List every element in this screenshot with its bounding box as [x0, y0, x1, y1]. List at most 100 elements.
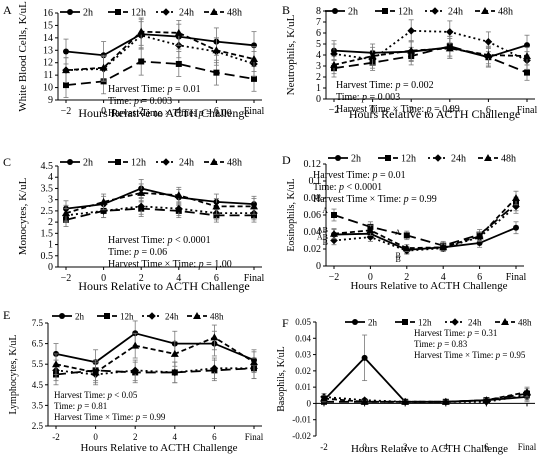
series-48h: [330, 38, 531, 75]
y-tick-label: 7: [316, 17, 321, 28]
series-48h: [62, 17, 258, 83]
data-point: [360, 397, 369, 405]
y-tick-label: 6: [316, 28, 321, 39]
x-axis-label: Hours Relative to ACTH Challenge: [350, 280, 507, 292]
legend-marker: [501, 318, 509, 325]
panel-letter: C: [3, 155, 11, 169]
series-line: [55, 332, 255, 364]
y-tick-label: 2.5: [32, 421, 44, 431]
legend-label: 2h: [348, 7, 358, 18]
data-point: [138, 58, 145, 65]
y-tick-label: 16: [43, 8, 53, 19]
y-tick-label: 0: [316, 94, 321, 105]
x-tick-label: 2: [133, 432, 138, 442]
data-point: [366, 233, 375, 241]
data-point: [99, 207, 108, 215]
data-point: [361, 354, 368, 361]
legend-label: 2h: [83, 158, 93, 169]
legend-marker: [402, 319, 408, 325]
data-point: [250, 202, 258, 210]
data-point: [512, 202, 520, 211]
series-line: [65, 187, 255, 210]
data-point: [63, 48, 69, 55]
series-2h: [63, 18, 257, 70]
x-axis-label: Hours Relative to ACTH Challenge: [78, 106, 249, 120]
x-tick-label: 4: [176, 106, 181, 117]
data-point: [524, 69, 530, 76]
significance-letter: B: [323, 238, 328, 247]
data-point: [441, 397, 450, 405]
data-point: [403, 232, 410, 239]
x-tick-label: 2: [139, 106, 144, 117]
series-line: [333, 47, 528, 66]
y-tick-label: 0.06: [304, 210, 322, 221]
significance-letter: AB: [317, 232, 328, 241]
y-tick-label: 2: [48, 217, 53, 228]
panel-f: F -0.02 -0.01 0 0.01 0.02 0.03 0.04 0.05 -2 0 2 4 6 Fi…: [276, 316, 537, 455]
y-tick-label: 0: [48, 262, 53, 273]
legend-label: 24h: [179, 158, 194, 169]
x-axis-label: Hours Relative to ACTH Challenge: [78, 279, 249, 293]
series-line: [55, 336, 255, 374]
data-point: [175, 60, 182, 67]
legend-label: 12h: [398, 7, 413, 18]
y-tick-label: 0.5: [41, 251, 54, 262]
significance-letter: A: [322, 206, 328, 215]
x-tick-label: 2: [139, 273, 144, 284]
x-tick-label: 4: [444, 442, 449, 452]
x-tick-label: 0: [362, 442, 367, 452]
y-tick-label: 0.08: [304, 193, 322, 204]
data-point: [99, 197, 108, 205]
data-point: [250, 358, 258, 366]
data-point: [524, 42, 530, 49]
series-24h: [62, 21, 258, 83]
data-point: [137, 188, 146, 196]
panel-e: E 2.5 3.5 4.5 5.5 6.5 7.5 -2 0 2 4 6 Final Hours Rela…: [3, 308, 264, 454]
series-2h: [63, 179, 257, 217]
data-point: [99, 63, 108, 71]
significance-letter: A: [395, 228, 401, 237]
stats-annotation: Harvest Time: p = 0.31: [414, 328, 497, 338]
legend-marker: [210, 8, 218, 15]
legend-label: 12h: [131, 158, 146, 169]
legend-marker: [484, 154, 492, 161]
y-tick-label: 15: [43, 20, 53, 31]
x-axis-label: Hours Relative to ACTH Challenge: [351, 443, 508, 455]
data-point: [213, 69, 220, 76]
data-point: [523, 52, 531, 60]
x-tick-label: 0: [101, 106, 106, 117]
x-tick-label: 0: [101, 273, 106, 284]
data-point: [523, 388, 531, 396]
legend-label: 12h: [418, 318, 432, 328]
legend-marker: [67, 159, 73, 165]
data-point: [484, 51, 493, 58]
x-tick-label: 6: [484, 442, 489, 452]
data-point: [131, 366, 139, 375]
x-tick-label: -2: [320, 442, 328, 452]
stats-annotation: Time: p = 0.003: [108, 96, 172, 107]
y-axis-label: Lymphocytes, K/uL: [8, 335, 19, 415]
legend-label: 24h: [451, 154, 466, 165]
y-tick-label: 0.12: [304, 159, 322, 170]
series-line: [55, 367, 255, 376]
stats-annotation: Time: p = 0.81: [54, 401, 107, 411]
stats-annotation: Time: p = 0.06: [108, 247, 167, 258]
x-tick-label: −2: [329, 272, 340, 283]
x-tick-label: 2: [403, 442, 408, 452]
stats-annotation: Harvest Time: p < 0.0001: [108, 235, 211, 246]
y-tick-label: 13: [43, 45, 53, 56]
legend-marker: [352, 319, 358, 325]
y-tick-label: 4.5: [41, 161, 54, 172]
data-point: [131, 341, 140, 349]
x-tick-label: Final: [245, 432, 264, 442]
stats-annotation: Harvest Time × Time: p = 1.00: [108, 259, 232, 270]
legend-marker: [451, 318, 459, 326]
y-tick-label: 4: [48, 172, 53, 183]
series-line: [323, 394, 528, 403]
x-tick-label: 0: [368, 272, 373, 283]
legend-label: 2h: [75, 312, 85, 322]
legend-label: 12h: [401, 154, 416, 165]
data-point: [52, 360, 60, 368]
